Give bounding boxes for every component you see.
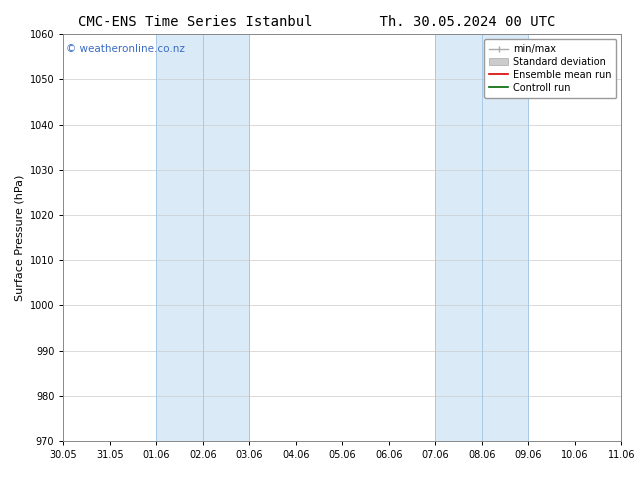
Y-axis label: Surface Pressure (hPa): Surface Pressure (hPa) bbox=[14, 174, 24, 301]
Text: © weatheronline.co.nz: © weatheronline.co.nz bbox=[66, 45, 185, 54]
Bar bbox=[157, 34, 249, 441]
Text: CMC-ENS Time Series Istanbul        Th. 30.05.2024 00 UTC: CMC-ENS Time Series Istanbul Th. 30.05.2… bbox=[79, 15, 555, 29]
Bar bbox=[436, 34, 528, 441]
Legend: min/max, Standard deviation, Ensemble mean run, Controll run: min/max, Standard deviation, Ensemble me… bbox=[484, 39, 616, 98]
